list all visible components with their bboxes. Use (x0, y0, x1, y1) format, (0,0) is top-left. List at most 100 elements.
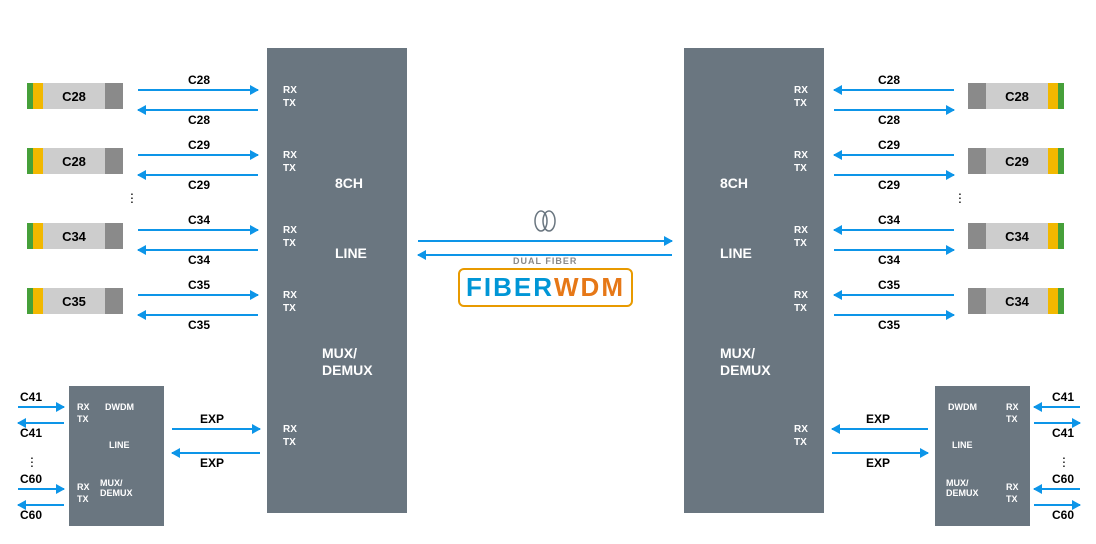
arr-l-rx0 (138, 89, 258, 91)
sr-demux: DEMUX (946, 488, 979, 498)
arr-l-tx3 (138, 314, 258, 316)
sr-tx1: TX (1006, 494, 1018, 504)
sr-dwdm: DWDM (948, 402, 977, 412)
port-r-rx4: RX (794, 424, 808, 435)
sl-rx1: RX (77, 482, 90, 492)
lbl-l-tx3: C35 (188, 318, 210, 332)
arr-r-rx3 (834, 294, 954, 296)
lbl-r-rx2: C34 (878, 213, 900, 227)
out-r-3-lbl: C60 (1052, 508, 1074, 522)
out-r-1 (1034, 422, 1080, 424)
arr-r-tx1 (834, 174, 954, 176)
lbl-r-tx2: C34 (878, 253, 900, 267)
arr-r-tx2 (834, 249, 954, 251)
lbl-l-tx2: C34 (188, 253, 210, 267)
sl-dwdm: DWDM (105, 402, 134, 412)
out-r-0 (1034, 406, 1080, 408)
port-r-rx3: RX (794, 290, 808, 301)
exp-l-bot (172, 452, 260, 454)
lbl-l-rx0: C28 (188, 73, 210, 87)
out-r-0-lbl: C41 (1052, 390, 1074, 404)
arr-l-rx2 (138, 229, 258, 231)
port-l-tx3: TX (283, 303, 296, 314)
lbl-r-tx0: C28 (878, 113, 900, 127)
out-l-0 (18, 406, 64, 408)
port-r-tx1: TX (794, 163, 807, 174)
lbl-r-rx3: C35 (878, 278, 900, 292)
module-right-1: C29 (968, 148, 1064, 174)
blk-left-demux: DEMUX (322, 362, 373, 378)
blk-left-8ch: 8CH (335, 175, 363, 191)
lbl-l-rx1: C29 (188, 138, 210, 152)
port-r-rx2: RX (794, 225, 808, 236)
sl-rx0: RX (77, 402, 90, 412)
lbl-r-tx1: C29 (878, 178, 900, 192)
sr-rx0: RX (1006, 402, 1019, 412)
module-left-2: C34 (27, 223, 123, 249)
out-l-2 (18, 488, 64, 490)
out-l-0-lbl: C41 (20, 390, 42, 404)
out-r-2 (1034, 488, 1080, 490)
arr-l-tx2 (138, 249, 258, 251)
blk-left-mux: MUX/ (322, 345, 357, 361)
out-l-1 (18, 422, 64, 424)
lbl-r-rx1: C29 (878, 138, 900, 152)
exp-r-top (832, 428, 928, 430)
out-r-2-lbl: C60 (1052, 472, 1074, 486)
module-right-3: C34 (968, 288, 1064, 314)
wm-wdm: WDM (554, 272, 625, 303)
port-r-rx1: RX (794, 150, 808, 161)
arr-r-rx0 (834, 89, 954, 91)
sl-line: LINE (109, 440, 130, 450)
port-l-rx0: RX (283, 85, 297, 96)
out-l-3 (18, 504, 64, 506)
out-l-2-lbl: C60 (20, 472, 42, 486)
dots-right: ... (958, 188, 963, 200)
port-l-tx1: TX (283, 163, 296, 174)
lbl-r-tx3: C35 (878, 318, 900, 332)
lbl-l-rx2: C34 (188, 213, 210, 227)
module-right-2: C34 (968, 223, 1064, 249)
lbl-l-tx1: C29 (188, 178, 210, 192)
sl-tx1: TX (77, 494, 89, 504)
out-l-3-lbl: C60 (20, 508, 42, 522)
arr-r-rx1 (834, 154, 954, 156)
sl-demux: DEMUX (100, 488, 133, 498)
blk-right-8ch: 8CH (720, 175, 748, 191)
out-l-1-lbl: C41 (20, 426, 42, 440)
sr-line: LINE (952, 440, 973, 450)
port-r-tx2: TX (794, 238, 807, 249)
arr-r-rx2 (834, 229, 954, 231)
sr-tx0: TX (1006, 414, 1018, 424)
sl-mux: MUX/ (100, 478, 123, 488)
arr-r-tx3 (834, 314, 954, 316)
out-r-1-lbl: C41 (1052, 426, 1074, 440)
port-r-tx0: TX (794, 98, 807, 109)
arr-l-rx3 (138, 294, 258, 296)
exp-l-bot-lbl: EXP (200, 456, 224, 470)
port-r-rx0: RX (794, 85, 808, 96)
blk-right-line: LINE (720, 245, 752, 261)
module-right-0: C28 (968, 83, 1064, 109)
sr-mux: MUX/ (946, 478, 969, 488)
arr-r-tx0 (834, 109, 954, 111)
blk-right-demux: DEMUX (720, 362, 771, 378)
arr-l-tx1 (138, 174, 258, 176)
dots-out-r: ... (1062, 452, 1067, 464)
exp-l-top (172, 428, 260, 430)
port-l-rx1: RX (283, 150, 297, 161)
port-l-tx2: TX (283, 238, 296, 249)
blk-left-line: LINE (335, 245, 367, 261)
sr-rx1: RX (1006, 482, 1019, 492)
exp-r-top-lbl: EXP (866, 412, 890, 426)
wm-fiber: FIBER (466, 272, 554, 303)
arr-l-rx1 (138, 154, 258, 156)
center-arrow-top (418, 240, 672, 242)
sl-tx0: TX (77, 414, 89, 424)
module-left-0: C28 (27, 83, 123, 109)
lbl-r-rx0: C28 (878, 73, 900, 87)
exp-r-bot (832, 452, 928, 454)
dual-fiber-label: DUAL FIBER (513, 256, 577, 266)
out-r-3 (1034, 504, 1080, 506)
exp-l-top-lbl: EXP (200, 412, 224, 426)
